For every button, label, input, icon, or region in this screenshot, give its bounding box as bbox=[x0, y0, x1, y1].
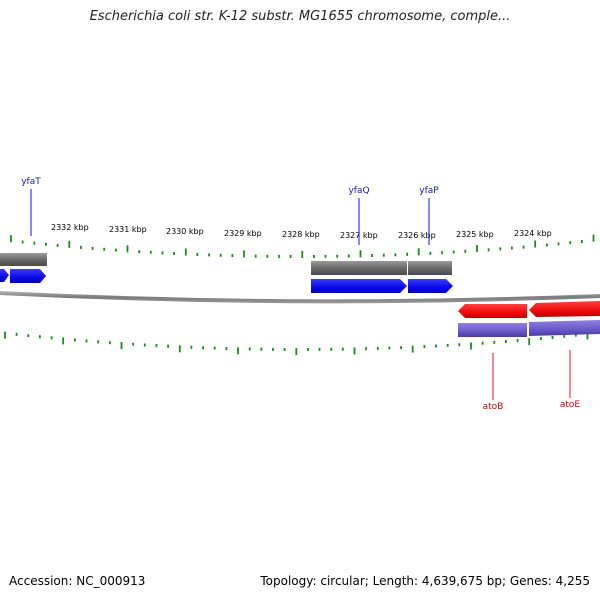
cds-block[interactable] bbox=[408, 261, 452, 275]
ruler-label: 2331 kbp bbox=[109, 225, 147, 234]
gene-arrow-forward[interactable] bbox=[311, 279, 407, 293]
ruler-label: 2332 kbp bbox=[51, 223, 89, 232]
gene-arrow-reverse[interactable] bbox=[529, 301, 600, 317]
map-title: Escherichia coli str. K-12 substr. MG165… bbox=[89, 9, 511, 24]
cds-block[interactable] bbox=[0, 253, 47, 266]
cds-block[interactable] bbox=[311, 261, 407, 275]
gene-arrow-reverse[interactable] bbox=[458, 304, 527, 318]
gene-labels: yfaT yfaQ yfaP atoB atoE bbox=[21, 177, 580, 412]
gene-label-atoB[interactable]: atoB bbox=[483, 402, 504, 412]
ruler-label: 2330 kbp bbox=[166, 227, 204, 236]
reverse-gene-track bbox=[458, 301, 600, 318]
genome-summary: Topology: circular; Length: 4,639,675 bp… bbox=[260, 574, 590, 588]
ruler-ticks bbox=[4, 234, 595, 355]
ruler-labels: 2332 kbp 2331 kbp 2330 kbp 2329 kbp 2328 kbp… bbox=[51, 223, 552, 240]
gene-label-atoE[interactable]: atoE bbox=[560, 400, 581, 410]
ruler-label: 2324 kbp bbox=[514, 229, 552, 238]
gene-label-yfaQ[interactable]: yfaQ bbox=[348, 186, 369, 196]
cds-block[interactable] bbox=[529, 320, 600, 336]
ruler-label: 2325 kbp bbox=[456, 230, 494, 239]
chromosome-backbone bbox=[0, 291, 600, 304]
gene-arrow-forward[interactable] bbox=[0, 269, 9, 282]
ruler-label: 2326 kbp bbox=[398, 231, 436, 240]
accession-label: Accession: NC_000913 bbox=[9, 574, 146, 588]
cds-block[interactable] bbox=[458, 323, 527, 337]
forward-gene-track bbox=[0, 269, 453, 293]
ruler-label: 2329 kbp bbox=[224, 229, 262, 238]
gene-label-yfaP[interactable]: yfaP bbox=[419, 186, 439, 196]
forward-cds-track bbox=[0, 253, 452, 275]
gene-arrow-forward[interactable] bbox=[10, 269, 46, 283]
reverse-cds-track bbox=[458, 320, 600, 337]
ruler-label: 2328 kbp bbox=[282, 230, 320, 239]
gene-label-yfaT[interactable]: yfaT bbox=[21, 177, 41, 187]
gene-arrow-forward[interactable] bbox=[408, 279, 453, 293]
